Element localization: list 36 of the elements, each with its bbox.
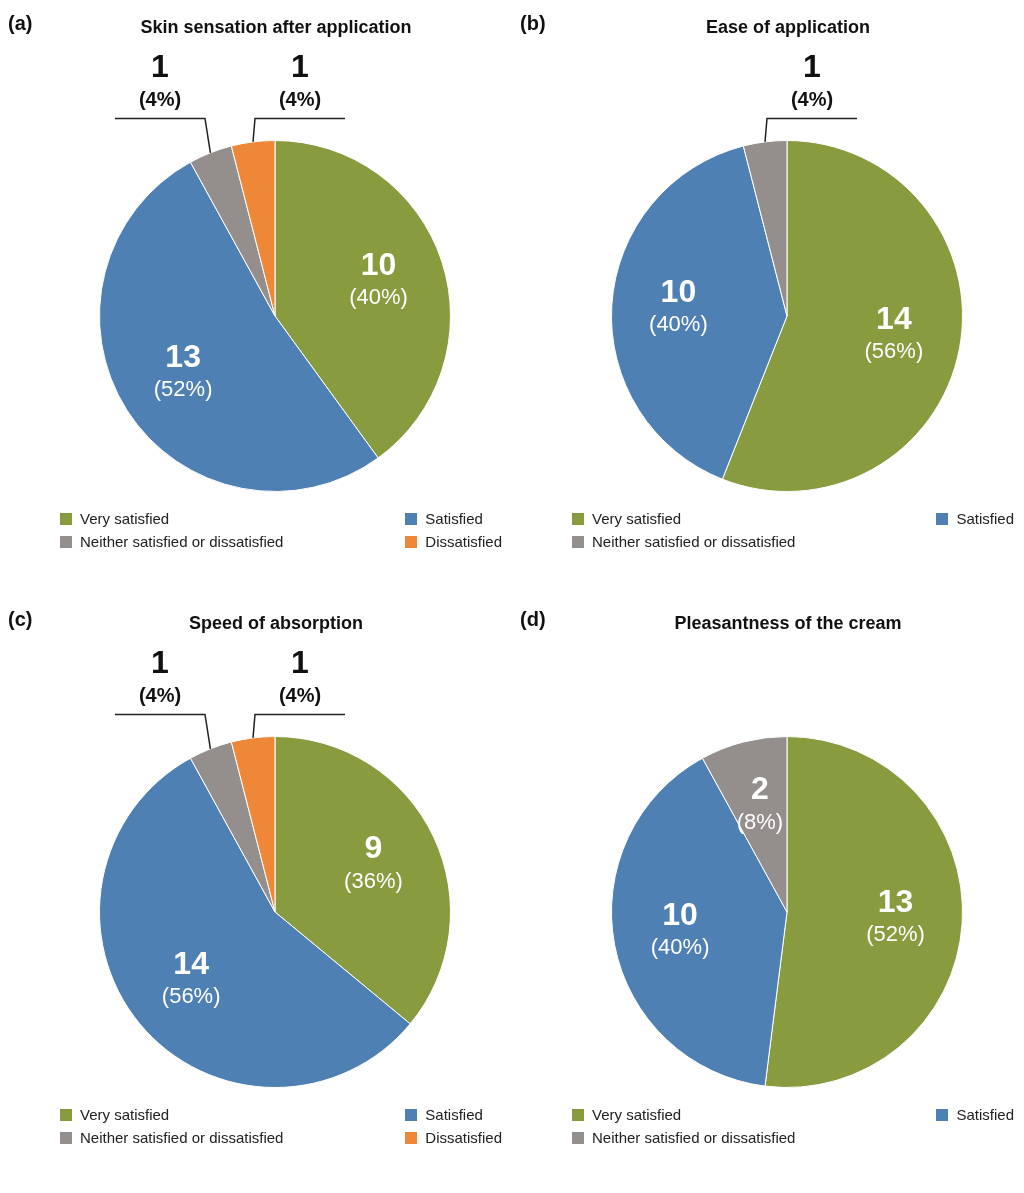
- legend-label: Satisfied: [425, 510, 483, 527]
- legend-label: Satisfied: [425, 1106, 483, 1123]
- data-label: 1 (4%): [790, 48, 834, 111]
- legend-label: Very satisfied: [592, 510, 682, 527]
- data-label: 14 (56%): [161, 945, 221, 1009]
- data-label: 14 (56%): [864, 300, 924, 364]
- data-label: 1 (4%): [278, 644, 322, 707]
- data-label: 1 (4%): [138, 644, 182, 707]
- legend-label: Dissatisfied: [425, 533, 502, 550]
- legend-label: Satisfied: [956, 1106, 1014, 1123]
- data-label: 13 (52%): [153, 338, 213, 402]
- data-label: 1 (4%): [278, 48, 322, 111]
- chart-title: Pleasantness of the cream: [674, 612, 902, 633]
- legend-label: Very satisfied: [80, 1106, 170, 1123]
- legend-label: Very satisfied: [80, 510, 170, 527]
- data-label: 1 (4%): [138, 48, 182, 111]
- data-label: 10 (40%): [649, 273, 708, 337]
- legend-label: Neither satisfied or dissatisfied: [80, 1129, 284, 1146]
- legend-label: Dissatisfied: [425, 1129, 502, 1146]
- legend-label: Neither satisfied or dissatisfied: [592, 533, 796, 550]
- data-label: 10 (40%): [349, 246, 408, 310]
- chart-title: Ease of application: [705, 16, 871, 37]
- chart-title: Speed of absorption: [188, 612, 364, 633]
- data-label: 10 (40%): [650, 896, 710, 960]
- chart-title: Skin sensation after application: [140, 16, 412, 37]
- legend-label: Very satisfied: [592, 1106, 682, 1123]
- legend-label: Satisfied: [956, 510, 1014, 527]
- text: (b): [520, 11, 546, 34]
- data-label: 13 (52%): [866, 882, 925, 946]
- text: (d): [520, 607, 546, 630]
- legend-label: Neither satisfied or dissatisfied: [592, 1129, 796, 1146]
- data-label: 9 (36%): [344, 829, 403, 893]
- legend-label: Neither satisfied or dissatisfied: [80, 533, 284, 550]
- data-label: 2 (8%): [736, 770, 784, 834]
- text: (a): [8, 11, 33, 34]
- text: (c): [8, 607, 33, 630]
